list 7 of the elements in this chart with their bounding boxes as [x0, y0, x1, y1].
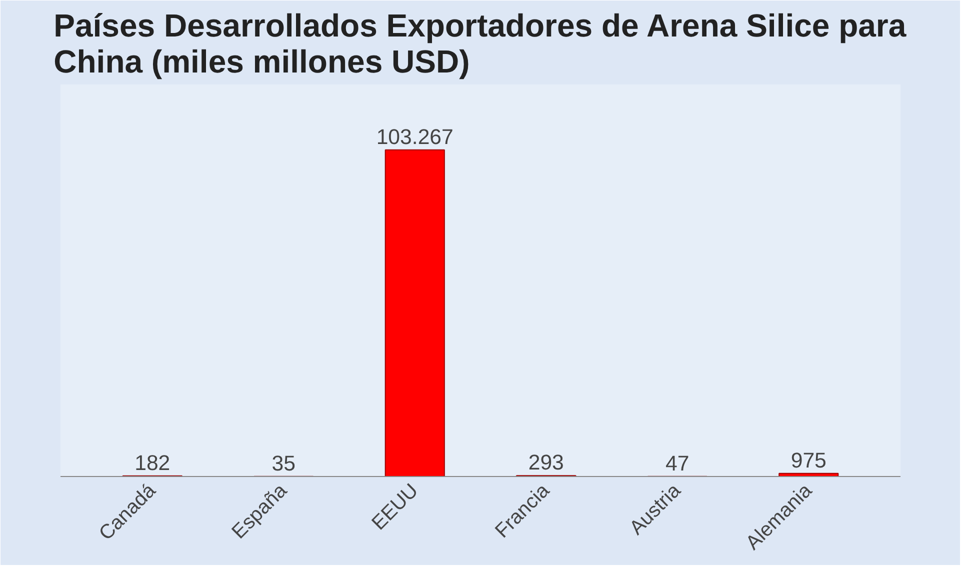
- data-label: 47: [666, 451, 690, 476]
- data-label: 182: [134, 450, 170, 475]
- data-label: 975: [790, 448, 826, 472]
- chart-title: Países Desarrollados Exportadores de Arena Silice para China (miles millones USD): [54, 8, 906, 80]
- data-label: 35: [272, 451, 296, 476]
- data-label: 293: [528, 450, 564, 475]
- data-label: 103.267: [376, 124, 454, 149]
